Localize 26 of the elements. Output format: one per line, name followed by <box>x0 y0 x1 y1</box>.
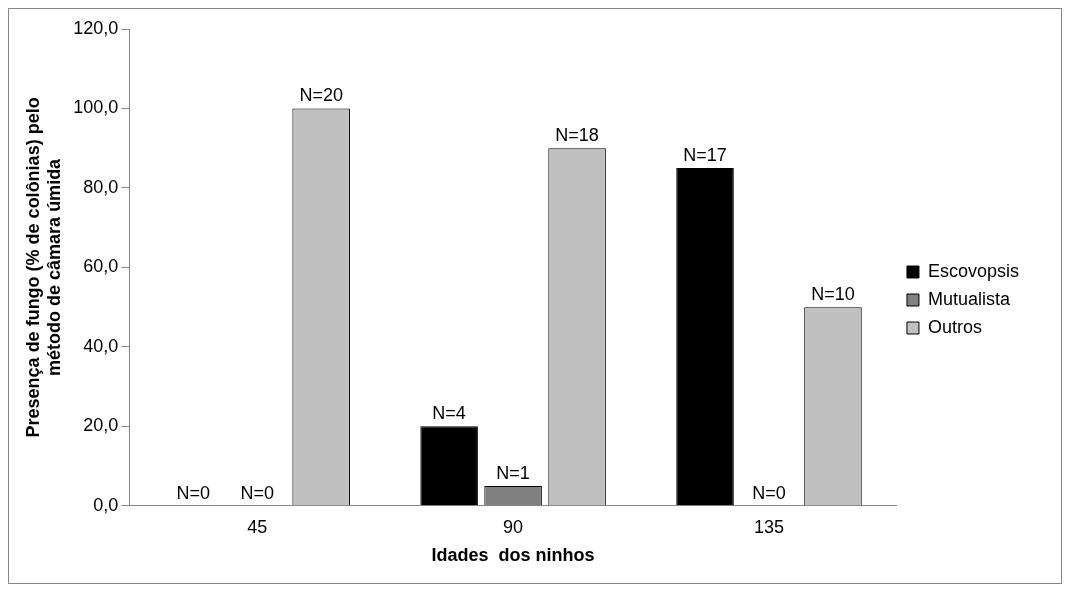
y-axis-title: Presença de fungo (% de colônias) pelo método de câmara úmida <box>22 97 65 438</box>
annotation: N=17 <box>683 145 727 166</box>
annotation: N=18 <box>555 125 599 146</box>
x-tick-label: 135 <box>753 516 785 537</box>
annotation: N=20 <box>299 85 343 106</box>
y-tick-label: 100,0 <box>73 97 119 118</box>
x-tick-label: 45 <box>247 516 268 537</box>
annotation: N=10 <box>811 284 855 305</box>
y-tick-label: 80,0 <box>83 176 119 197</box>
annotation: N=0 <box>176 482 210 503</box>
bar <box>420 426 478 506</box>
x-axis-title: Idades dos ninhos <box>431 545 595 566</box>
annotation: N=0 <box>240 482 274 503</box>
annotation: N=0 <box>752 482 786 503</box>
bar <box>676 168 734 506</box>
y-tick-label: 120,0 <box>73 17 119 38</box>
legend-label: Escovopsis <box>927 260 1020 281</box>
y-tick-label: 0,0 <box>93 494 119 515</box>
y-tick-label: 40,0 <box>83 335 119 356</box>
y-tick-label: 20,0 <box>83 415 119 436</box>
legend-label: Outros <box>927 316 982 337</box>
legend-label: Mutualista <box>927 288 1011 309</box>
x-tick-label: 90 <box>503 516 524 537</box>
y-tick-label: 60,0 <box>83 256 119 277</box>
annotation: N=4 <box>432 403 466 424</box>
annotation: N=1 <box>496 462 530 483</box>
